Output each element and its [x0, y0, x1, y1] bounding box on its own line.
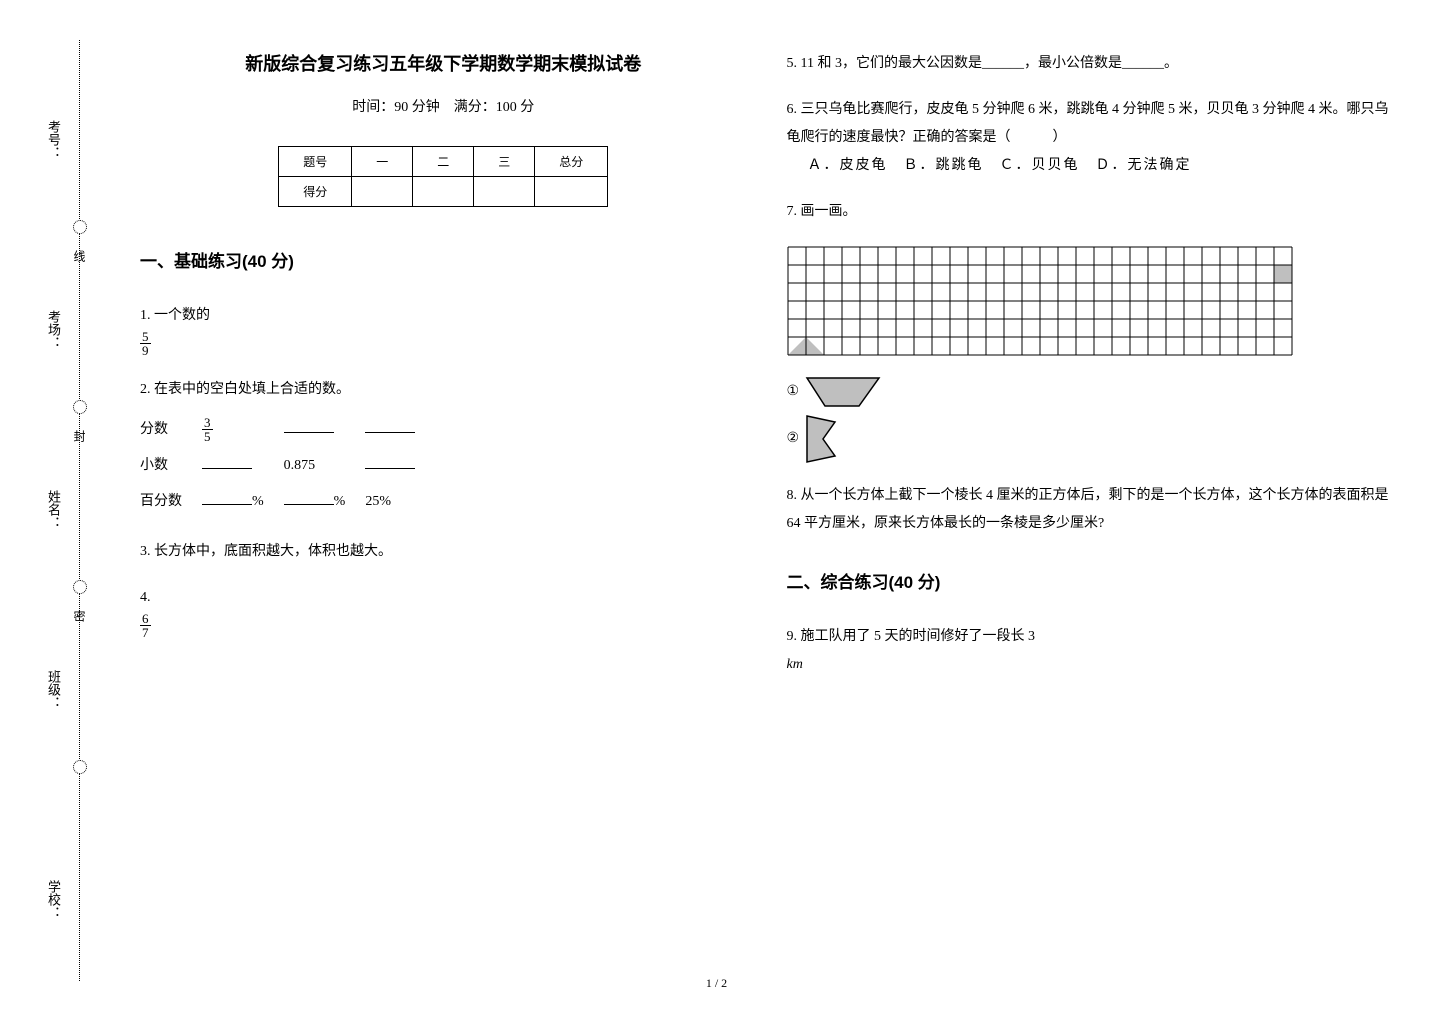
- marker-1: ①: [787, 378, 800, 406]
- q7-text: 7. 画一画。: [787, 204, 857, 219]
- question-2: 2. 在表中的空白处填上合适的数。 分数 3 5: [140, 376, 747, 520]
- blank-line: [365, 455, 415, 469]
- cell-blank: %: [284, 484, 366, 520]
- score-cell: [352, 177, 413, 207]
- score-head: 二: [413, 147, 474, 177]
- q9-unit: km: [787, 657, 803, 672]
- content-area: 新版综合复习练习五年级下学期数学期末模拟试卷 时间：90 分钟 满分：100 分…: [100, 40, 1393, 981]
- blank-line: [202, 491, 252, 505]
- score-head: 一: [352, 147, 413, 177]
- grid-svg: [787, 246, 1293, 356]
- score-cell: [535, 177, 608, 207]
- seal-char: 线: [71, 250, 88, 266]
- label-name: 姓名：: [44, 490, 63, 529]
- score-cell: [474, 177, 535, 207]
- fraction: 6 7: [140, 612, 151, 639]
- label-class: 班级：: [44, 670, 63, 709]
- binding-circle: [73, 760, 87, 774]
- label-exam-id: 考号：: [44, 120, 63, 159]
- cell-frac: 3 5: [202, 412, 284, 448]
- frac-num: 5: [140, 330, 151, 344]
- section-2-head: 二、综合练习(40 分): [787, 568, 1394, 593]
- question-9: 9. 施工队用了 5 天的时间修好了一段长 3 km: [787, 623, 1394, 679]
- cell-value: 0.875: [284, 448, 366, 484]
- fraction: 5 9: [140, 330, 151, 357]
- question-8: 8. 从一个长方体上截下一个棱长 4 厘米的正方体后，剩下的是一个长方体，这个长…: [787, 482, 1394, 538]
- percent-suffix: %: [334, 494, 346, 509]
- score-head: 三: [474, 147, 535, 177]
- table-row: 分数 3 5: [140, 412, 435, 448]
- score-label: 得分: [279, 177, 352, 207]
- percent-suffix: %: [252, 494, 264, 509]
- blank-line: [202, 455, 252, 469]
- binding-circle: [73, 400, 87, 414]
- frac-num: 6: [140, 612, 151, 626]
- binding-strip: 考号： 线 考场： 封 姓名： 密 班级： 学校：: [40, 40, 100, 981]
- score-table: 题号 一 二 三 总分 得分: [278, 146, 608, 207]
- row-label: 百分数: [140, 484, 202, 520]
- shape-2: [805, 414, 837, 464]
- question-7: 7. 画一画。 ① ②: [787, 198, 1394, 464]
- blank-line: [284, 491, 334, 505]
- cell-blank: [202, 448, 284, 484]
- fraction: 3 5: [202, 416, 213, 443]
- table-row: 题号 一 二 三 总分: [279, 147, 608, 177]
- cell-blank: [365, 412, 435, 448]
- question-5: 5. 11 和 3，它们的最大公因数是______，最小公倍数是______。: [787, 50, 1394, 78]
- frac-den: 5: [202, 430, 213, 443]
- column-right: 5. 11 和 3，它们的最大公因数是______，最小公倍数是______。 …: [787, 40, 1394, 981]
- q1-text: 1. 一个数的: [140, 308, 210, 323]
- binding-dotted-line: [79, 40, 80, 981]
- frac-den: 9: [140, 344, 151, 357]
- page-number: 1 / 2: [706, 976, 727, 991]
- label-school: 学校：: [44, 880, 63, 919]
- binding-circle: [73, 580, 87, 594]
- q6-text: 6. 三只乌龟比赛爬行，皮皮龟 5 分钟爬 6 米，跳跳龟 4 分钟爬 5 米，…: [787, 102, 1389, 145]
- exam-subtitle: 时间：90 分钟 满分：100 分: [140, 96, 747, 116]
- cell-value: 25%: [365, 484, 435, 520]
- frac-den: 7: [140, 626, 151, 639]
- shape-row-1: ①: [787, 376, 1394, 408]
- row-label: 小数: [140, 448, 202, 484]
- cell-blank: [365, 448, 435, 484]
- table-row: 百分数 % % 25%: [140, 484, 435, 520]
- drawing-grid: [787, 246, 1394, 356]
- question-4: 4. 6 7: [140, 584, 747, 640]
- table-row: 小数 0.875: [140, 448, 435, 484]
- score-head: 题号: [279, 147, 352, 177]
- q2-text: 2. 在表中的空白处填上合适的数。: [140, 382, 350, 397]
- score-head: 总分: [535, 147, 608, 177]
- exam-title: 新版综合复习练习五年级下学期数学期末模拟试卷: [140, 50, 747, 76]
- seal-char: 密: [71, 610, 88, 626]
- binding-circle: [73, 220, 87, 234]
- shape-row-2: ②: [787, 414, 1394, 464]
- question-3: 3. 长方体中，底面积越大，体积也越大。: [140, 538, 747, 566]
- blank-line: [365, 419, 415, 433]
- cell-blank: [284, 412, 366, 448]
- q9-text: 9. 施工队用了 5 天的时间修好了一段长 3: [787, 629, 1036, 644]
- fullmark-text: 满分：100 分: [454, 100, 535, 115]
- conversion-table: 分数 3 5 小数 0.875: [140, 412, 435, 520]
- frac-num: 3: [202, 416, 213, 430]
- column-left: 新版综合复习练习五年级下学期数学期末模拟试卷 时间：90 分钟 满分：100 分…: [140, 40, 747, 981]
- row-label: 分数: [140, 412, 202, 448]
- shape-1: [805, 376, 881, 408]
- q4-text: 4.: [140, 590, 151, 605]
- time-text: 时间：90 分钟: [352, 100, 440, 115]
- q6-choices: Ａ．皮皮龟 Ｂ．跳跳龟 Ｃ．贝贝龟 Ｄ．无法确定: [808, 152, 1394, 180]
- label-room: 考场：: [44, 310, 63, 349]
- exam-page: 考号： 线 考场： 封 姓名： 密 班级： 学校： 新版综合复习练习五年级下学期…: [0, 0, 1433, 1011]
- cell-blank: %: [202, 484, 284, 520]
- question-1: 1. 一个数的 5 9: [140, 302, 747, 358]
- blank-line: [284, 419, 334, 433]
- question-6: 6. 三只乌龟比赛爬行，皮皮龟 5 分钟爬 6 米，跳跳龟 4 分钟爬 5 米，…: [787, 96, 1394, 180]
- section-1-head: 一、基础练习(40 分): [140, 247, 747, 272]
- seal-char: 封: [71, 430, 88, 446]
- marker-2: ②: [787, 425, 800, 453]
- score-cell: [413, 177, 474, 207]
- table-row: 得分: [279, 177, 608, 207]
